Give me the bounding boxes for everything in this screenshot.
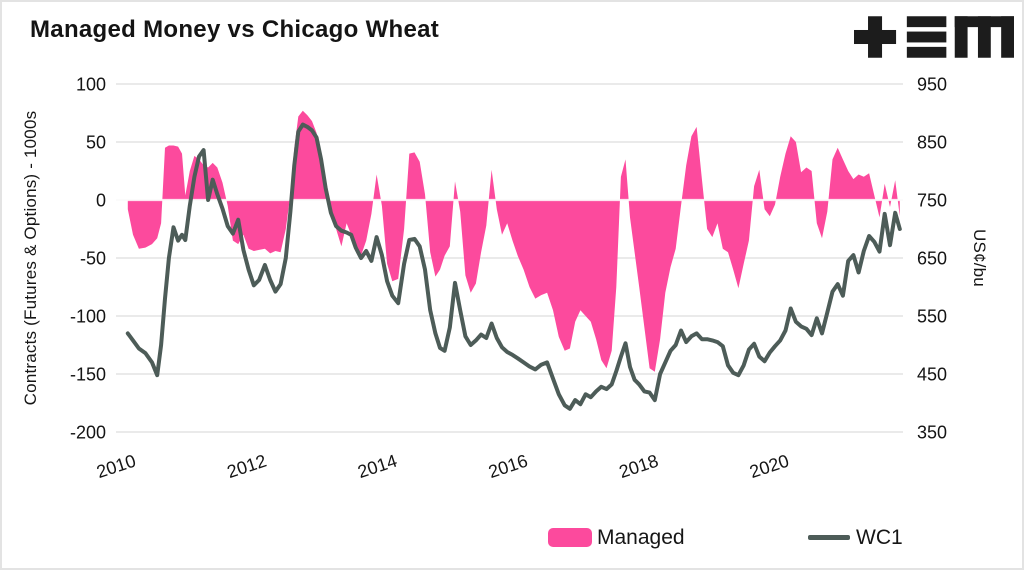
legend-item-wc1[interactable]: WC1 [856, 526, 903, 549]
m-glyph-icon [954, 16, 1014, 58]
x-axis-tick-label: 2010 [94, 451, 138, 482]
left-axis-title: Contracts (Futures & Options) - 1000s [21, 110, 40, 406]
left-axis-tick-label: -200 [70, 423, 106, 443]
left-axis-tick-label: 50 [86, 133, 106, 153]
managed-area-series [127, 110, 900, 372]
x-axis-tick-label: 2020 [747, 451, 791, 482]
page-title: Managed Money vs Chicago Wheat [30, 16, 440, 43]
three-bars-icon [906, 16, 947, 58]
x-axis-tick-label: 2018 [617, 451, 661, 482]
legend: Managed WC1 [0, 524, 1024, 554]
right-axis-tick-label: 350 [917, 423, 947, 443]
x-axis-tick-label: 2014 [355, 451, 399, 482]
right-axis-title: US¢/bu [970, 229, 989, 287]
right-axis-tick-label: 550 [917, 307, 947, 327]
plus-icon [854, 16, 897, 58]
left-axis-tick-label: 100 [76, 75, 106, 95]
left-axis-tick-label: -100 [70, 307, 106, 327]
x-axis-tick-label: 2016 [486, 451, 530, 482]
legend-item-managed[interactable]: Managed [597, 526, 685, 549]
legend-swatch-managed[interactable] [548, 528, 592, 547]
x-axis-tick-label: 2012 [225, 451, 269, 482]
right-axis-tick-label: 950 [917, 75, 947, 95]
right-axis-tick-label: 750 [917, 191, 947, 211]
left-axis-tick-label: -150 [70, 365, 106, 385]
wc1-line-series [125, 122, 902, 411]
legend-swatch-wc1[interactable] [808, 535, 850, 540]
right-axis-tick-label: 850 [917, 133, 947, 153]
left-axis-tick-label: -50 [80, 249, 106, 269]
left-axis-tick-label: 0 [96, 191, 106, 211]
right-axis-tick-label: 650 [917, 249, 947, 269]
right-axis-tick-label: 450 [917, 365, 947, 385]
tem-logo [854, 16, 1014, 58]
